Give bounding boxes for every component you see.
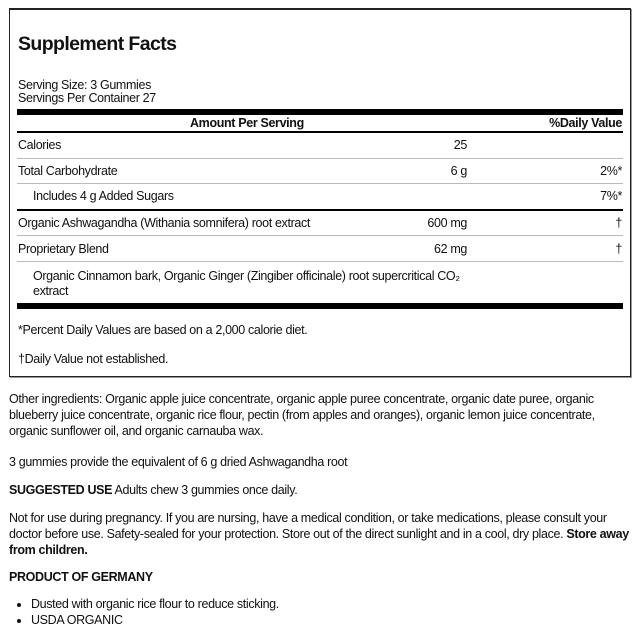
- divider-thin: [17, 158, 623, 159]
- list-item: USDA ORGANIC: [31, 612, 635, 628]
- other-ingredients: Other ingredients: Organic apple juice c…: [9, 392, 595, 438]
- header-dv: %Daily Value: [549, 116, 622, 130]
- suggested-use-label: SUGGESTED USE: [9, 483, 113, 497]
- panel-title: Supplement Facts: [18, 33, 177, 55]
- header-amount: Amount Per Serving: [190, 116, 304, 130]
- divider-thin: [17, 183, 623, 184]
- ashwagandha-equivalent: 3 gummies provide the equivalent of 6 g …: [9, 455, 348, 469]
- supplement-facts-panel: Supplement Facts Serving Size: 3 Gummies…: [9, 8, 631, 377]
- footnote-daily-value: *Percent Daily Values are based on a 2,0…: [18, 323, 308, 337]
- warning-text: Not for use during pregnancy. If you are…: [9, 511, 607, 541]
- divider-thick: [17, 109, 623, 115]
- blend-ingredients-cont: extract: [33, 284, 69, 298]
- suggested-use: SUGGESTED USE Adults chew 3 gummies once…: [9, 482, 635, 498]
- suggested-use-text: Adults chew 3 gummies once daily.: [112, 483, 298, 497]
- warning-bold: Store away from children.: [9, 527, 629, 557]
- divider-thin: [17, 261, 623, 262]
- divider: [17, 209, 623, 211]
- blend-ingredients: Organic Cinnamon bark, Organic Ginger (Z…: [33, 269, 460, 283]
- warnings: Not for use during pregnancy. If you are…: [9, 510, 635, 558]
- product-origin: PRODUCT OF GERMANY: [9, 570, 153, 584]
- serving-size: Serving Size: 3 Gummies: [18, 78, 151, 92]
- divider-thin: [17, 235, 623, 236]
- divider-thick: [17, 303, 623, 309]
- list-item: Dusted with organic rice flour to reduce…: [31, 596, 635, 612]
- servings-per-container: Servings Per Container 27: [18, 91, 156, 105]
- divider: [17, 131, 623, 133]
- footnote-dagger: †Daily Value not established.: [18, 352, 169, 366]
- feature-list: Dusted with organic rice flour to reduce…: [9, 596, 635, 628]
